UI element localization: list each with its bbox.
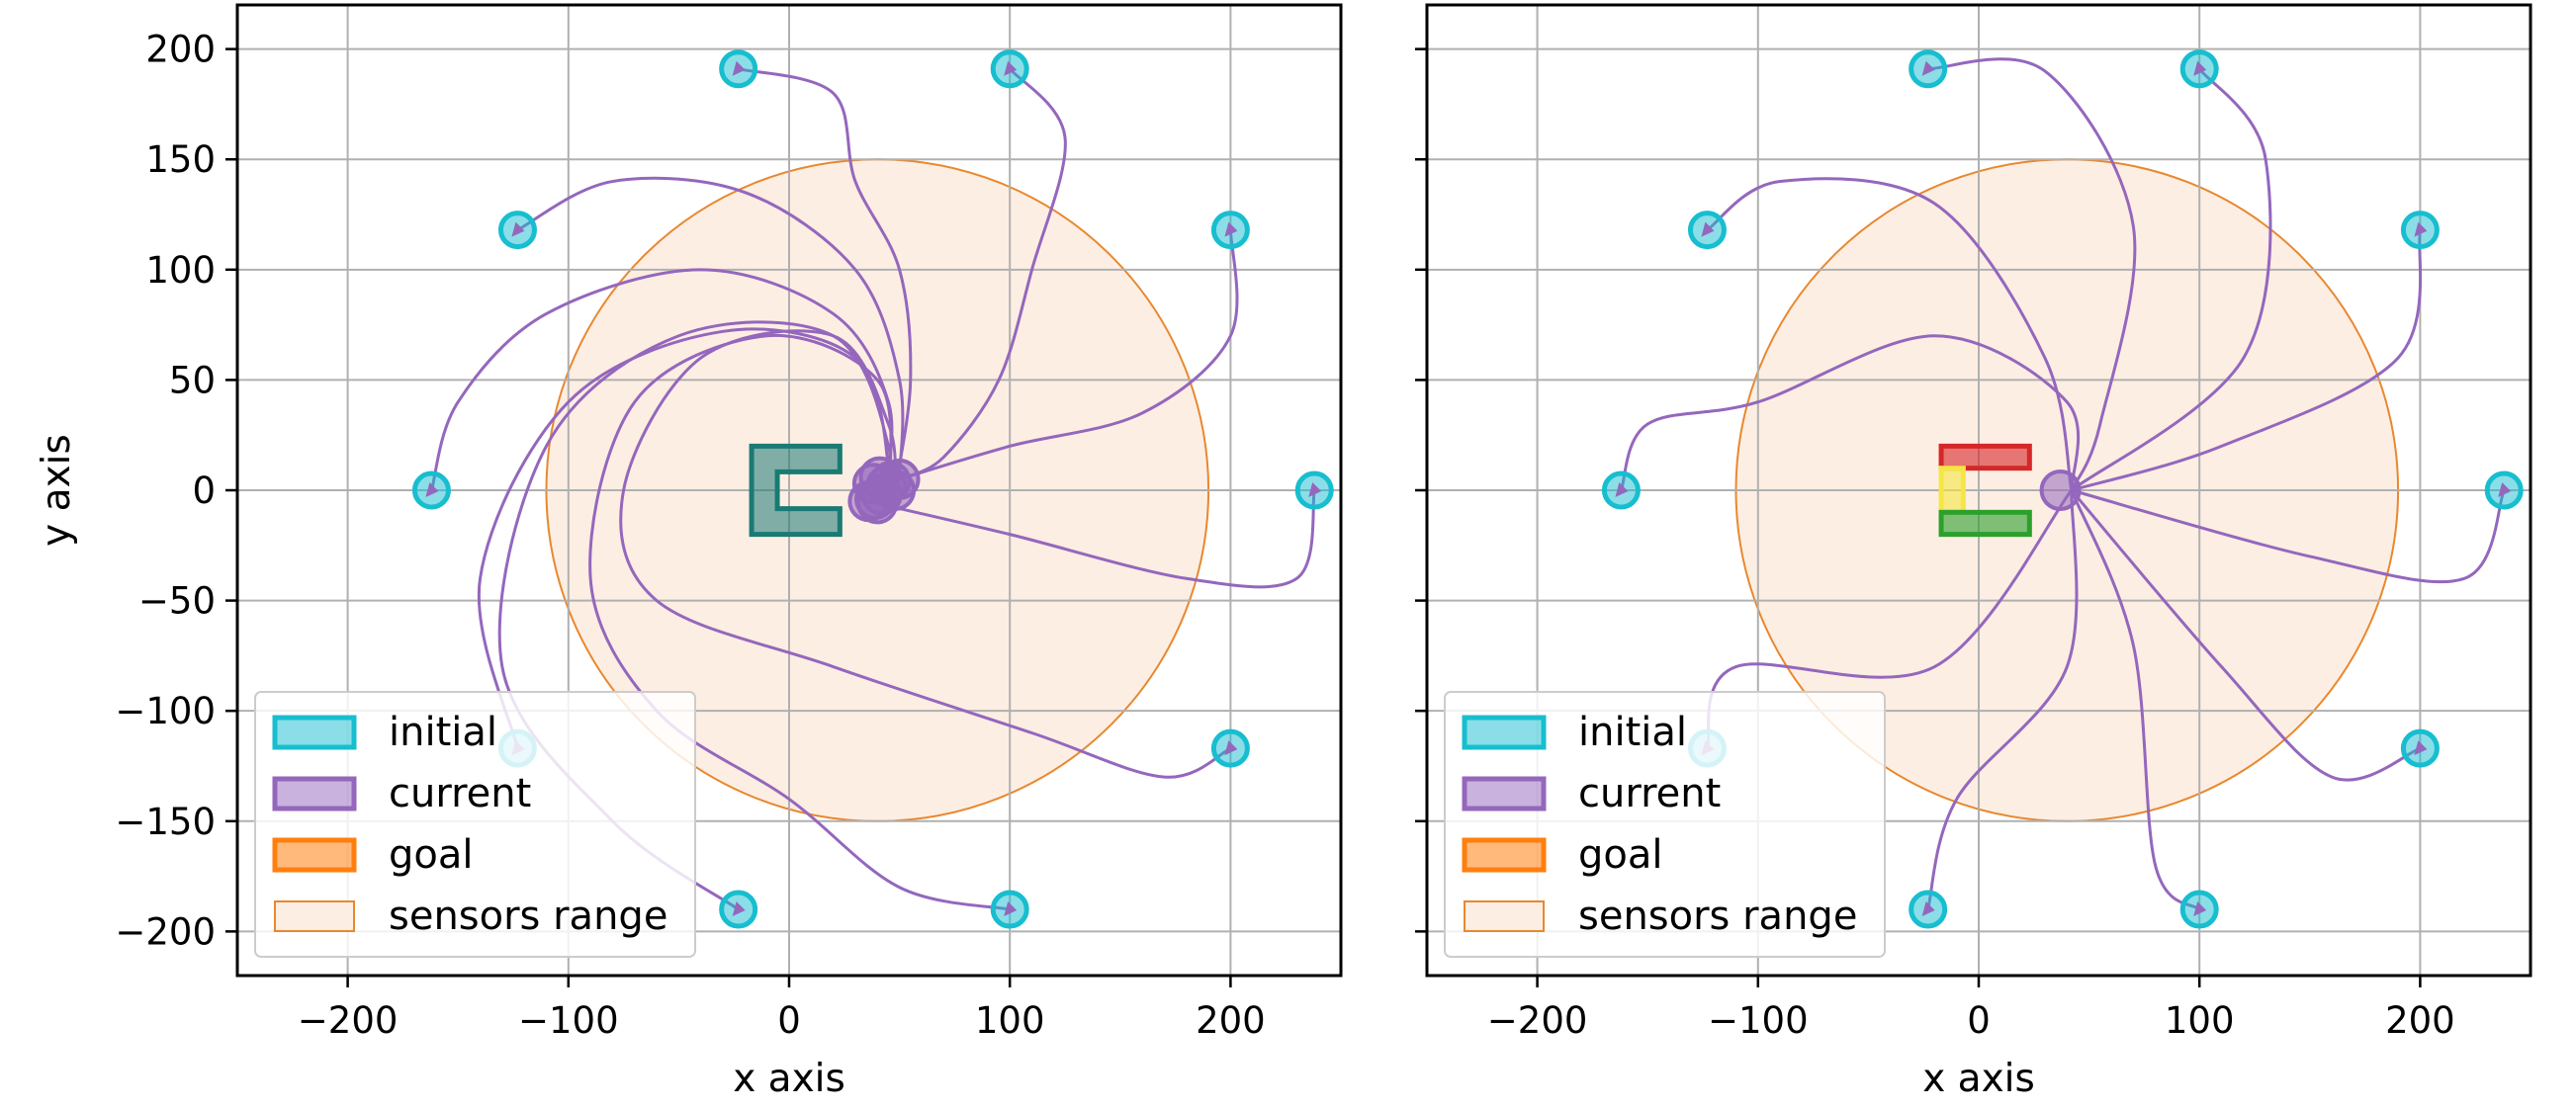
trajectory-4	[899, 229, 1239, 481]
y-tick-label: −100	[115, 690, 216, 732]
trajectory-1	[516, 176, 905, 479]
x-tick-label: 0	[1967, 999, 1991, 1042]
trajectory-start-arrow	[1004, 60, 1018, 76]
x-axis-label: x axis	[733, 1057, 845, 1101]
x-tick-label: −200	[298, 999, 399, 1042]
goal-segment-2	[1938, 509, 2032, 538]
legend-patch-goal	[272, 837, 357, 873]
legend-patch-sensors-range	[274, 900, 355, 932]
trajectory-start-arrow	[1921, 901, 1935, 917]
current-markers	[2039, 470, 2082, 511]
y-axis-label: y axis	[35, 434, 79, 547]
trajectory-start-arrow	[1615, 482, 1629, 497]
y-tick-label: −150	[115, 801, 216, 843]
trajectory-5	[876, 489, 1316, 589]
legend-patch-sensors-range	[1464, 900, 1545, 932]
legend-label-initial: initial	[1578, 710, 1687, 755]
trajectory-2	[738, 67, 913, 491]
goal-segment-0	[1938, 443, 2032, 471]
trajectory-start-arrow	[2498, 482, 2512, 497]
trajectory-start-arrow	[2193, 901, 2207, 917]
goal-shape	[749, 443, 843, 538]
x-tick-label: 100	[2165, 999, 2235, 1042]
trajectory-8	[1926, 489, 2079, 910]
trajectory-6	[619, 329, 1232, 779]
goal-segment-1	[1938, 466, 1966, 515]
current-markers	[847, 456, 921, 525]
legend-label-current: current	[1578, 771, 1721, 816]
trajectory-7	[588, 333, 1011, 911]
y-tick-label: 200	[145, 29, 216, 71]
legend-patch-initial	[272, 715, 357, 750]
trajectory-start-arrow	[2414, 221, 2428, 237]
legend-label-initial: initial	[389, 710, 497, 755]
y-tick-label: 150	[145, 138, 216, 181]
trajectory-3	[2070, 67, 2272, 492]
legend-patch-current	[272, 776, 357, 811]
y-tick-label: −200	[115, 910, 216, 953]
trajectory-start-arrow	[1224, 221, 1238, 237]
trajectory-6	[2070, 489, 2421, 782]
y-tick-label: −50	[138, 580, 216, 623]
legend: initial current goal sensors range	[1444, 691, 1886, 958]
legend-patch-initial	[1462, 715, 1547, 750]
trajectory-1	[1706, 177, 2074, 491]
trajectory-4	[2071, 229, 2423, 492]
trajectory-start-arrow	[1308, 482, 1322, 497]
trajectory-start-arrow	[425, 482, 439, 497]
trajectory-start-arrow	[1921, 60, 1935, 76]
goal-shape	[1938, 443, 2032, 538]
x-tick-label: −200	[1487, 999, 1588, 1042]
legend-patch-goal	[1462, 837, 1547, 873]
right-panel: −200 −100 0 100 200 x axis initial current g…	[1415, 3, 2532, 1101]
goal-c-bracket	[749, 443, 843, 538]
legend: initial current goal sensors range	[254, 691, 696, 958]
left-panel: −200 −100 0 100 200 −200 −150 −100 −50 0 50 100 150 2…	[35, 3, 1343, 1101]
trajectory-5	[2071, 488, 2506, 584]
y-tick-label: 50	[169, 359, 216, 401]
x-axis-label: x axis	[1922, 1057, 2035, 1101]
legend-label-goal: goal	[1578, 832, 1663, 878]
current-marker-0	[2039, 470, 2082, 511]
legend-label-sensors-range: sensors range	[1578, 894, 1857, 939]
trajectory-start-arrow	[732, 60, 746, 76]
trajectory-7	[2070, 489, 2201, 911]
ticks: −200 −100 0 100 200 −200 −150 −100 −50 0 50 100 150 2…	[115, 29, 1265, 1042]
legend-label-current: current	[389, 771, 531, 816]
current-marker-9	[854, 477, 897, 520]
x-tick-label: −100	[518, 999, 619, 1042]
y-tick-label: 100	[145, 249, 216, 292]
trajectory-3	[898, 67, 1067, 481]
trajectory-start-arrow	[1701, 221, 1715, 237]
trajectory-start-arrow	[2414, 740, 2428, 756]
trajectory-0	[1619, 334, 2081, 491]
legend-label-goal: goal	[389, 832, 474, 878]
initial-markers	[1601, 49, 2524, 929]
trajectories	[429, 67, 1316, 911]
trajectory-start-arrow	[732, 901, 746, 917]
x-tick-label: 200	[1196, 999, 1266, 1042]
trajectory-start-arrow	[1224, 740, 1238, 756]
ticks: −200 −100 0 100 200	[1415, 47, 2455, 1042]
legend-label-sensors-range: sensors range	[389, 894, 667, 939]
trajectory-start-arrow	[1004, 901, 1018, 917]
x-tick-label: 0	[777, 999, 801, 1042]
y-tick-label: 0	[192, 470, 216, 512]
legend-frame	[254, 691, 696, 958]
trajectory-2	[1927, 57, 2137, 491]
trajectory-start-arrow	[511, 221, 525, 237]
initial-markers	[411, 49, 1334, 929]
x-tick-label: 100	[975, 999, 1045, 1042]
trajectory-start-arrow	[2193, 60, 2207, 76]
trajectory-9	[477, 327, 891, 749]
legend-frame	[1444, 691, 1886, 958]
x-tick-label: 200	[2385, 999, 2455, 1042]
legend-patch-current	[1462, 776, 1547, 811]
x-tick-label: −100	[1708, 999, 1809, 1042]
